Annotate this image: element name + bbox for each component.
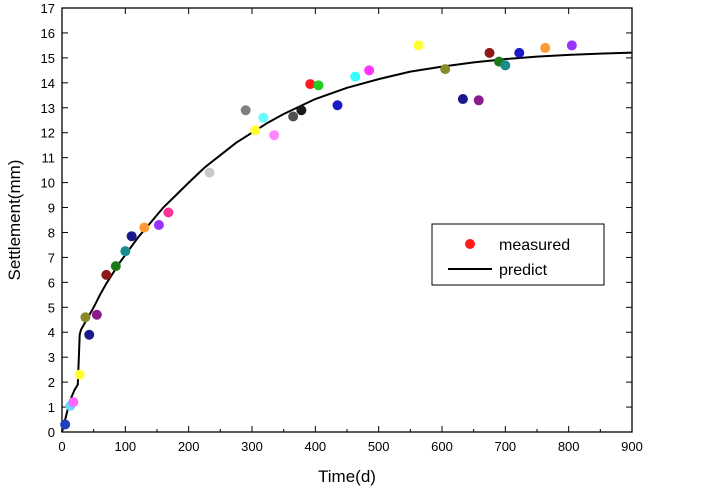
- measured-point: [110, 261, 121, 272]
- measured-point: [91, 309, 102, 320]
- x-tick-label: 100: [114, 439, 136, 454]
- measured-point: [332, 100, 343, 111]
- measured-point: [74, 369, 85, 380]
- y-tick-label: 9: [48, 201, 55, 216]
- measured-point: [313, 80, 324, 91]
- y-tick-label: 15: [41, 51, 55, 66]
- legend-predict-label: predict: [499, 262, 548, 279]
- plot-frame: [61, 7, 633, 433]
- measured-point: [473, 95, 484, 106]
- measured-point: [514, 47, 525, 58]
- y-tick-label: 14: [41, 76, 55, 91]
- measured-point: [80, 312, 91, 323]
- measured-point: [500, 60, 511, 71]
- measured-point: [350, 71, 361, 82]
- x-tick-label: 700: [494, 439, 516, 454]
- measured-point: [240, 105, 251, 116]
- legend-measured-marker: [465, 239, 475, 249]
- y-tick-label: 8: [48, 225, 55, 240]
- measured-point: [258, 112, 269, 123]
- y-axis-title: Settlement(mm): [5, 160, 24, 281]
- y-tick-label: 6: [48, 275, 55, 290]
- x-tick-label: 0: [58, 439, 65, 454]
- measured-point: [305, 79, 316, 90]
- legend: measured predict: [431, 223, 605, 286]
- measured-point: [139, 222, 150, 233]
- plot-area: [61, 7, 633, 433]
- predict-line: [61, 51, 633, 433]
- x-axis-title: Time(d): [318, 467, 376, 486]
- y-tick-label: 4: [48, 325, 55, 340]
- measured-point: [153, 219, 164, 230]
- measured-point: [204, 167, 215, 178]
- legend-box: [431, 223, 605, 286]
- measured-point: [163, 207, 174, 218]
- measured-point: [413, 40, 424, 51]
- y-tick-label: 0: [48, 425, 55, 440]
- x-tick-label: 500: [368, 439, 390, 454]
- x-tick-label: 600: [431, 439, 453, 454]
- legend-measured-label: measured: [499, 237, 570, 254]
- x-tick-label: 200: [178, 439, 200, 454]
- measured-point: [457, 94, 468, 105]
- x-tick-label: 900: [621, 439, 643, 454]
- measured-point: [68, 397, 79, 408]
- y-tick-label: 1: [48, 400, 55, 415]
- y-tick-label: 2: [48, 375, 55, 390]
- measured-point: [250, 125, 261, 136]
- measured-point: [484, 47, 495, 58]
- measured-point: [566, 40, 577, 51]
- measured-point: [540, 42, 551, 53]
- y-tick-label: 16: [41, 26, 55, 41]
- measured-point: [440, 64, 451, 75]
- measured-point: [84, 329, 95, 340]
- x-axis: 0 100 200 300 400 500 600 700 800 900: [58, 8, 643, 454]
- y-tick-label: 17: [41, 1, 55, 16]
- x-tick-label: 300: [241, 439, 263, 454]
- measured-point: [101, 269, 112, 280]
- measured-point: [288, 111, 299, 122]
- measured-point: [60, 419, 71, 430]
- y-tick-label: 11: [42, 151, 56, 166]
- y-tick-label: 5: [48, 300, 55, 315]
- x-tick-label: 400: [304, 439, 326, 454]
- measured-point: [126, 231, 137, 242]
- y-tick-label: 12: [41, 126, 55, 141]
- measured-point: [296, 105, 307, 116]
- measured-point: [120, 246, 131, 257]
- y-tick-label: 13: [41, 101, 55, 116]
- x-tick-label: 800: [558, 439, 580, 454]
- y-tick-label: 3: [48, 350, 55, 365]
- measured-point: [269, 130, 280, 141]
- measured-series: [60, 40, 577, 430]
- measured-point: [364, 65, 375, 76]
- y-tick-label: 10: [41, 176, 55, 191]
- y-tick-label: 7: [48, 250, 55, 265]
- predict-series: [61, 51, 633, 433]
